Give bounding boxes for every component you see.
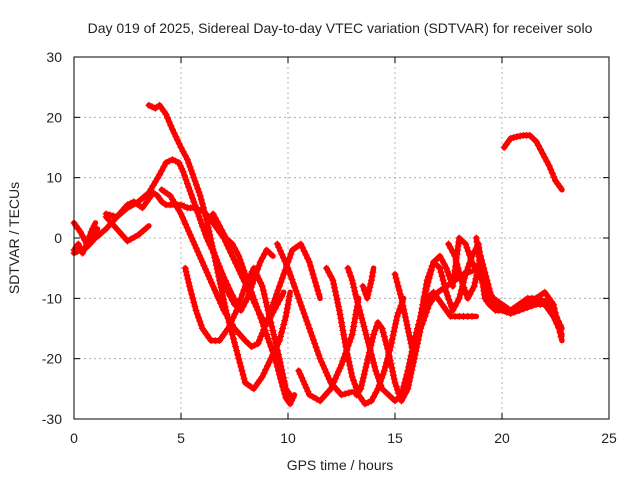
y-tick-label: 10 — [46, 170, 62, 186]
series-markers — [273, 240, 353, 399]
series-arc-10 — [209, 210, 287, 326]
series-markers — [198, 222, 274, 314]
series-arc-20 — [472, 234, 565, 344]
x-tick-label: 0 — [70, 430, 78, 446]
x-tick-label: 5 — [177, 430, 185, 446]
series-line — [210, 211, 287, 326]
series-arc-12 — [295, 295, 362, 405]
series-arc-8 — [181, 264, 293, 398]
series-markers — [209, 210, 286, 326]
series-markers — [472, 234, 565, 340]
chart-title: Day 019 of 2025, Sidereal Day-to-day VTE… — [88, 20, 593, 36]
series-markers — [500, 131, 564, 191]
series-arc-21 — [500, 131, 565, 193]
y-tick-label: -10 — [42, 290, 62, 306]
series-markers — [359, 268, 377, 302]
x-tick-label: 10 — [280, 430, 296, 446]
x-axis-label: GPS time / hours — [287, 457, 394, 473]
y-tick-label: 30 — [46, 49, 62, 65]
grid-lines — [74, 57, 609, 419]
y-tick-label: 20 — [46, 109, 62, 125]
y-tick-label: -30 — [42, 411, 62, 427]
series-line — [103, 214, 152, 244]
data-series — [70, 101, 565, 408]
axis-ticks: 0 5 10 15 20 25 -30 -20 -10 0 10 20 30 — [42, 49, 617, 446]
y-tick-label: -20 — [42, 351, 62, 367]
series-line — [501, 132, 565, 193]
x-tick-label: 20 — [494, 430, 510, 446]
y-tick-label: 0 — [54, 230, 62, 246]
y-axis-label: SDTVAR / TECUs — [6, 182, 22, 294]
series-arc-11 — [273, 240, 355, 399]
x-tick-label: 25 — [601, 430, 617, 446]
series-arc-16 — [359, 265, 377, 302]
series-arc-9 — [198, 222, 276, 314]
series-markers — [181, 264, 292, 396]
x-tick-label: 15 — [387, 430, 403, 446]
